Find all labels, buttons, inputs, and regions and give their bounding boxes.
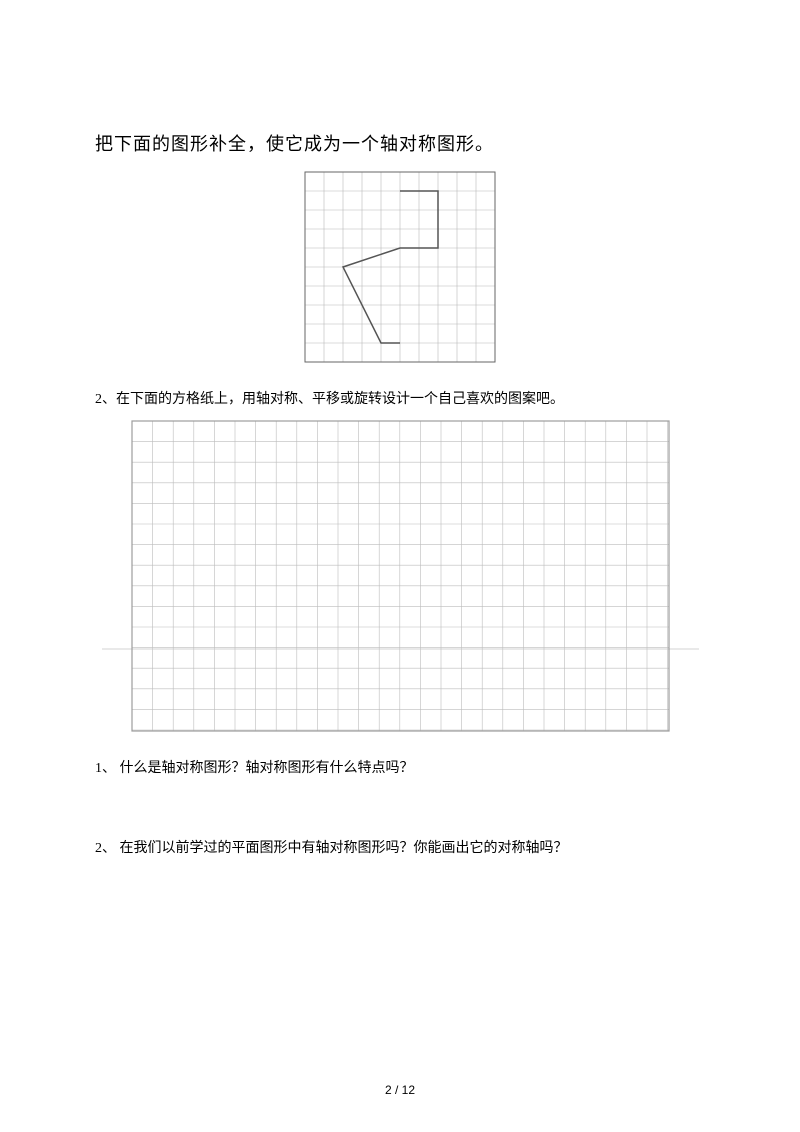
figure-2-container xyxy=(95,420,705,732)
figure-1-container xyxy=(95,171,705,363)
question-2: 2、在下面的方格纸上，用轴对称、平移或旋转设计一个自己喜欢的图案吧。 xyxy=(95,388,705,408)
page-number: 2 / 12 xyxy=(0,1083,800,1097)
instruction-title: 把下面的图形补全，使它成为一个轴对称图形。 xyxy=(95,130,705,156)
design-grid-figure xyxy=(131,420,670,732)
question-a: 1、 什么是轴对称图形？轴对称图形有什么特点吗？ xyxy=(95,757,705,777)
question-b: 2、 在我们以前学过的平面图形中有轴对称图形吗？你能画出它的对称轴吗？ xyxy=(95,837,705,857)
symmetry-grid-figure xyxy=(304,171,496,363)
